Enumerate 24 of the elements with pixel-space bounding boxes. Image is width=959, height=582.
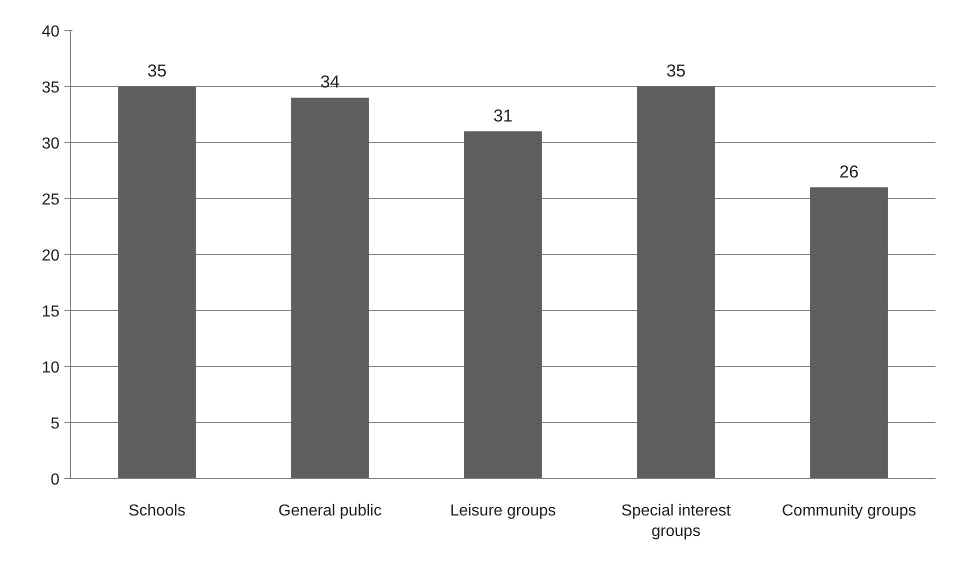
- y-tick-label: 20: [42, 248, 60, 264]
- data-label: 34: [320, 72, 340, 92]
- x-tick-label: Community groups: [782, 502, 916, 520]
- x-tick-label: Special interest groups: [621, 502, 732, 540]
- bar: [291, 98, 369, 478]
- y-tick-label: 25: [42, 192, 60, 208]
- x-tick-label: General public: [278, 502, 382, 520]
- data-label: 35: [666, 60, 686, 80]
- bar: [637, 86, 715, 478]
- bar: [464, 131, 542, 478]
- y-tick-label: 30: [42, 136, 60, 152]
- data-label: 31: [493, 105, 513, 126]
- y-tick-label: 10: [42, 360, 60, 376]
- y-tick-label: 0: [50, 472, 60, 488]
- x-tick-label: Schools: [128, 502, 186, 520]
- bar: [118, 86, 196, 478]
- y-tick-label: 40: [42, 24, 60, 40]
- y-tick-label: 15: [42, 304, 60, 320]
- y-tick-label: 35: [42, 80, 60, 96]
- y-tick-label: 5: [50, 416, 60, 432]
- bar: [810, 187, 888, 478]
- data-label: 35: [147, 60, 167, 80]
- x-tick-label: Leisure groups: [450, 502, 556, 520]
- data-label: 26: [839, 161, 859, 182]
